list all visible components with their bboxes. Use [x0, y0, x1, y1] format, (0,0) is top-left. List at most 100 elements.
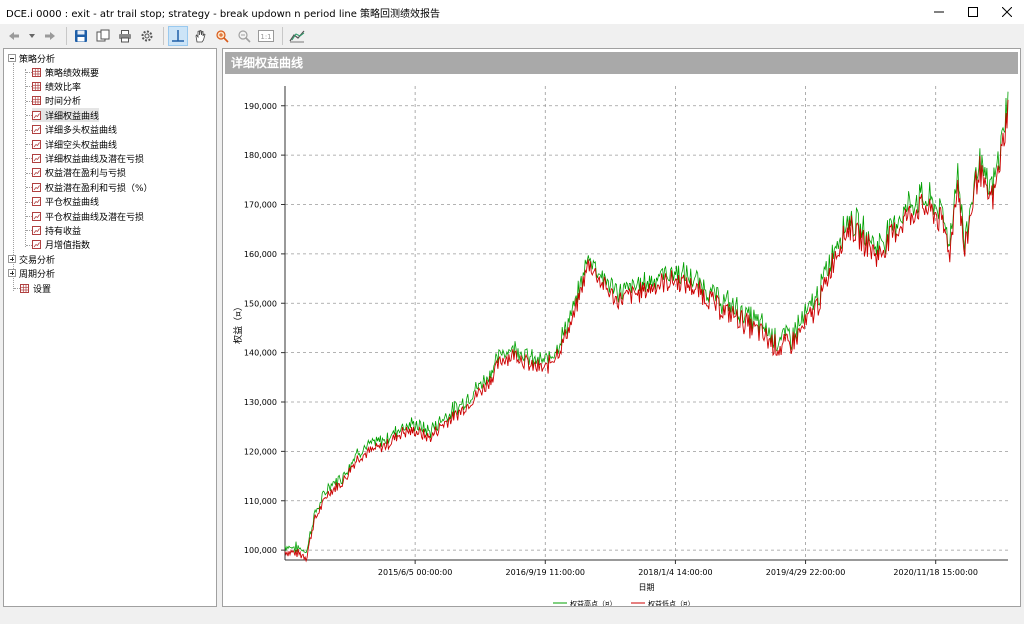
tree-group-period[interactable]: 周期分析	[8, 266, 55, 280]
x-tick-label: 2020/11/18 15:00:00	[893, 568, 978, 577]
save-icon	[75, 30, 87, 42]
panel-title: 详细权益曲线	[225, 52, 1018, 74]
chart-icon	[32, 168, 41, 178]
collapse-icon[interactable]	[8, 54, 16, 62]
tree-item[interactable]: 平仓权益曲线及潜在亏损	[32, 209, 144, 223]
save-button[interactable]	[71, 26, 91, 46]
tree-guide	[26, 230, 32, 232]
table-icon	[32, 81, 41, 91]
gear-icon	[141, 30, 153, 42]
chart-icon	[32, 110, 41, 120]
tree-item-label: 时间分析	[45, 97, 82, 108]
toolbar-separator	[163, 27, 164, 45]
chart-icon	[32, 240, 41, 250]
toolbar-separator	[282, 27, 283, 45]
series-line-low	[284, 99, 1009, 563]
tree-guide	[26, 100, 32, 102]
equity-chart[interactable]: 100,000 110,000 120,000 130,000 140,000 150,0…	[223, 76, 1020, 606]
tree-item[interactable]: 详细权益曲线	[32, 108, 100, 123]
zoom-in-icon	[216, 30, 229, 43]
y-axis-label: 权益（¤）	[232, 302, 244, 344]
y-tick-label: 150,000	[244, 299, 277, 308]
minimize-button[interactable]	[922, 0, 956, 24]
table-icon	[32, 67, 41, 77]
tree-item-label: 权益潜在盈利和亏损（%）	[45, 183, 153, 194]
tree-guide	[26, 115, 32, 117]
tree-item-label: 月增值指数	[45, 241, 91, 252]
tree-guide	[26, 86, 32, 88]
y-tick-label: 180,000	[244, 151, 277, 160]
tree-item[interactable]: 详细权益曲线及潜在亏损	[32, 151, 144, 165]
tree-guide	[25, 69, 26, 247]
back-button[interactable]	[4, 26, 24, 46]
print-button[interactable]	[115, 26, 135, 46]
chevron-down-icon	[29, 34, 35, 38]
tree-item[interactable]: 详细空头权益曲线	[32, 137, 117, 151]
minimize-icon	[934, 11, 944, 13]
y-tick-label: 170,000	[244, 201, 277, 210]
tree-item-label: 详细多头权益曲线	[45, 126, 118, 137]
y-tick-label: 190,000	[244, 102, 277, 111]
report-tree: 策略分析 策略绩效概要 绩效比率时间分析详细权益曲线详细多头权益曲线 详细空头权益曲…	[3, 48, 217, 607]
chart-icon	[32, 139, 41, 149]
export-chart-button[interactable]	[287, 26, 307, 46]
tree-item[interactable]: 权益潜在盈利和亏损（%）	[32, 180, 153, 194]
tree-item[interactable]: 持有收益	[32, 223, 81, 237]
toolbar-separator	[66, 27, 67, 45]
chart-icon	[32, 125, 41, 135]
maximize-icon	[968, 7, 978, 17]
expand-icon[interactable]	[8, 255, 16, 263]
tree-guide	[26, 144, 32, 145]
tree-item-label: 平仓权益曲线及潜在亏损	[45, 212, 145, 223]
x-tick-label: 2015/6/5 00:00:00	[378, 568, 452, 577]
tree-item[interactable]: 绩效比率	[32, 79, 81, 93]
tree-item[interactable]: 平仓权益曲线	[32, 195, 99, 209]
legend-label: 权益高点（¤）	[570, 599, 616, 606]
tree-item-label: 详细权益曲线及潜在亏损	[45, 154, 145, 165]
tree-group-label: 交易分析	[19, 255, 56, 266]
chart-panel: 详细权益曲线 100,000 110,000 120,000 130,000 140,0…	[222, 48, 1021, 607]
tree-guide	[26, 216, 32, 217]
expand-icon[interactable]	[8, 269, 16, 277]
chart-icon	[32, 153, 41, 163]
zoom-out-button[interactable]	[234, 26, 254, 46]
chart-icon	[32, 182, 41, 192]
tree-group-trade[interactable]: 交易分析	[8, 252, 55, 266]
arrow-left-icon	[9, 32, 19, 40]
tree-item-label: 详细权益曲线	[45, 111, 100, 122]
chart-icon	[32, 211, 41, 221]
title-bar: DCE.i 0000 : exit - atr trail stop; stra…	[0, 0, 1024, 24]
copy-button[interactable]	[93, 26, 113, 46]
tree-item-label: 策略绩效概要	[45, 68, 100, 79]
tree-item[interactable]: 权益潜在盈利与亏损	[32, 166, 126, 180]
tree-guide	[26, 244, 32, 246]
tree-group-strategy[interactable]: 策略分析	[8, 51, 55, 65]
status-bar	[0, 608, 1024, 624]
tree-guide	[26, 187, 32, 189]
zoom-in-button[interactable]	[212, 26, 232, 46]
tree-item[interactable]: 策略绩效概要	[32, 65, 99, 79]
toolbar: 1:1	[0, 24, 1024, 48]
hand-icon	[195, 30, 206, 43]
crosshair-button[interactable]	[168, 26, 188, 46]
zoom-out-icon	[238, 30, 251, 43]
pan-button[interactable]	[190, 26, 210, 46]
tree-guide	[26, 158, 32, 160]
tree-item-label: 平仓权益曲线	[45, 198, 100, 209]
tree-item-settings[interactable]: 设置	[20, 281, 51, 295]
close-button[interactable]	[990, 0, 1024, 24]
reset-zoom-button[interactable]: 1:1	[256, 26, 276, 46]
settings-button[interactable]	[137, 26, 157, 46]
tree-item[interactable]: 月增值指数	[32, 238, 90, 252]
table-icon	[20, 283, 29, 293]
tree-item[interactable]: 时间分析	[32, 94, 81, 108]
history-dropdown-button[interactable]	[26, 26, 38, 46]
tree-guide	[13, 273, 14, 291]
tree-guide	[26, 201, 32, 203]
maximize-button[interactable]	[956, 0, 990, 24]
x-tick-label: 2019/4/29 22:00:00	[766, 568, 846, 577]
forward-button[interactable]	[40, 26, 60, 46]
tree-item[interactable]: 详细多头权益曲线	[32, 123, 117, 137]
svg-text:1:1: 1:1	[260, 33, 271, 41]
